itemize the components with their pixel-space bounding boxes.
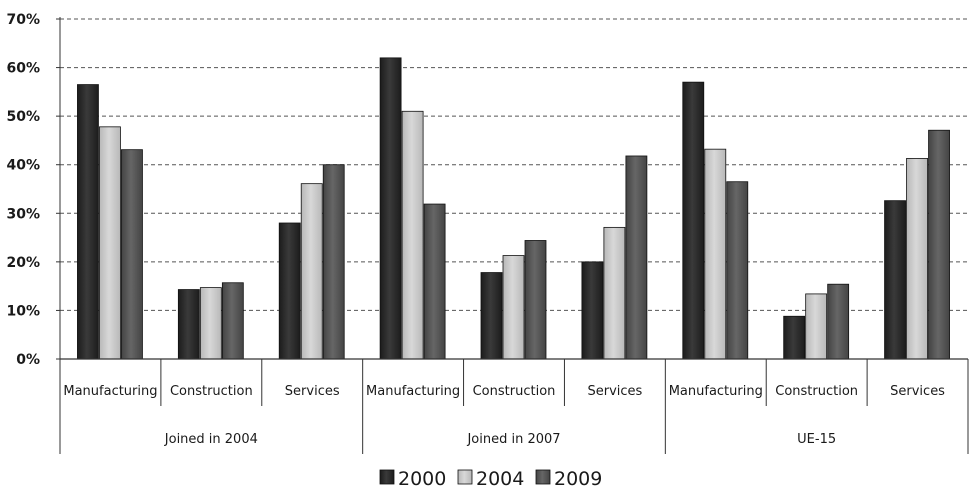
y-tick-label: 20%	[6, 255, 40, 271]
legend: 2000 2004 2009	[379, 468, 602, 490]
x-axis-labels: Manufacturing Construction Services Joined …	[63, 384, 945, 447]
bar-2009-manufacturing	[726, 181, 749, 360]
y-tick-label: 60%	[6, 61, 40, 77]
category-label: Manufacturing	[63, 384, 157, 399]
bar-2000-construction	[480, 272, 503, 360]
legend-label-2004: 2004	[476, 468, 524, 490]
y-tick-label: 10%	[6, 303, 40, 319]
bar-2004-services	[603, 226, 626, 360]
group-label: Joined in 2007	[466, 432, 560, 447]
bar-2000-manufacturing	[379, 57, 402, 360]
bar-2009-manufacturing	[423, 203, 446, 360]
bar-2000-services	[581, 261, 604, 360]
y-tick-label: 70%	[6, 12, 40, 28]
bar-2000-manufacturing	[77, 84, 99, 360]
bar-2009-construction	[221, 282, 244, 360]
bar-2009-services	[625, 155, 648, 360]
legend-swatch-2004	[457, 469, 473, 485]
legend-swatch-2000	[379, 469, 395, 485]
category-label: Manufacturing	[366, 384, 460, 399]
category-label: Construction	[775, 384, 858, 399]
group-label: UE-15	[797, 432, 836, 447]
bar-2009-manufacturing	[121, 149, 143, 360]
bar-2004-services	[300, 183, 323, 360]
y-tick-label: 30%	[6, 206, 40, 222]
y-tick-label: 0%	[16, 352, 40, 368]
category-label: Services	[285, 384, 340, 399]
bar-2009-services	[928, 129, 950, 360]
bar-2004-construction	[805, 293, 828, 360]
axes	[59, 17, 969, 454]
bar-2000-construction	[783, 315, 806, 360]
category-label: Construction	[170, 384, 253, 399]
bar-2004-manufacturing	[99, 126, 121, 360]
bar-2004-construction	[502, 255, 525, 360]
bar-2000-construction	[177, 289, 200, 360]
bar-2009-services	[322, 164, 345, 360]
bar-2004-construction	[199, 287, 222, 360]
bar-2004-manufacturing	[401, 110, 424, 360]
category-label: Services	[890, 384, 945, 399]
bar-2004-manufacturing	[704, 148, 727, 360]
bar-2000-services	[884, 200, 906, 360]
group-label: Joined in 2004	[164, 432, 258, 447]
y-axis-ticks: 0% 10% 20% 30% 40% 50% 60% 70%	[6, 12, 40, 368]
category-label: Manufacturing	[669, 384, 763, 399]
bars	[77, 57, 950, 360]
bar-2009-construction	[524, 240, 547, 360]
bar-2000-services	[278, 222, 301, 360]
category-label: Construction	[473, 384, 556, 399]
bar-2000-manufacturing	[682, 81, 705, 360]
y-tick-label: 40%	[6, 158, 40, 174]
category-label: Services	[587, 384, 642, 399]
legend-label-2000: 2000	[398, 468, 446, 490]
legend-label-2009: 2009	[554, 468, 602, 490]
y-tick-label: 50%	[6, 109, 40, 125]
bar-2009-construction	[827, 283, 850, 360]
bar-2004-services	[906, 157, 928, 360]
legend-swatch-2009	[535, 469, 551, 485]
